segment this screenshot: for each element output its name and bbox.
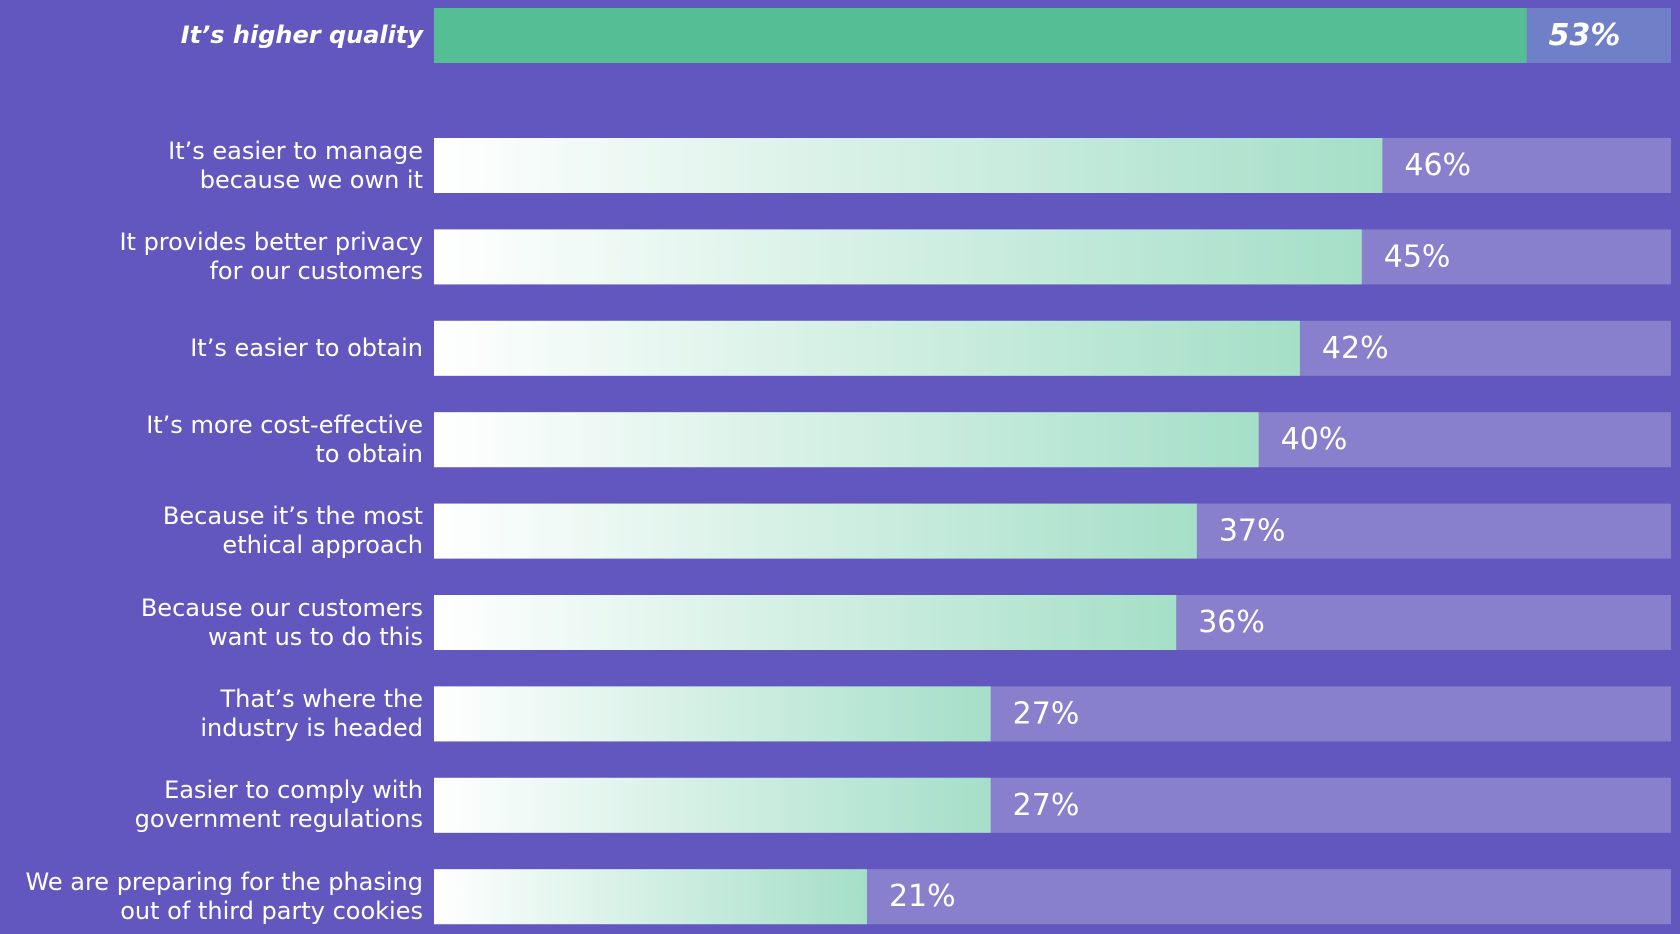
value-label: 36%	[1198, 605, 1265, 640]
bar	[434, 869, 867, 925]
category-label: Because our customers want us to do this	[140, 593, 423, 651]
bar	[434, 138, 1383, 193]
category-label: It’s more cost-effective to obtain	[146, 410, 423, 468]
bar	[434, 8, 1527, 63]
category-label: It’s easier to manage because we own it	[168, 136, 423, 194]
bar	[434, 686, 991, 742]
value-label: 27%	[1013, 788, 1080, 823]
value-label: 40%	[1281, 422, 1348, 457]
value-label: 53%	[1549, 18, 1621, 53]
bar	[434, 412, 1259, 468]
category-label: It provides better privacy for our custo…	[119, 227, 423, 285]
bar	[434, 595, 1177, 650]
bar	[434, 503, 1197, 559]
bar	[434, 777, 991, 833]
value-label: 46%	[1404, 148, 1471, 183]
category-label: We are preparing for the phasing out of …	[25, 867, 423, 925]
category-label: It’s easier to obtain	[190, 333, 423, 362]
value-label: 45%	[1384, 239, 1451, 274]
bar	[434, 229, 1362, 285]
value-label: 27%	[1013, 696, 1080, 731]
bar	[434, 320, 1300, 376]
value-label: 42%	[1322, 331, 1389, 366]
category-label: It’s higher quality	[180, 21, 423, 49]
value-label: 37%	[1219, 514, 1286, 549]
category-label: Because it’s the most ethical approach	[162, 502, 423, 560]
category-label: That’s where the industry is headed	[200, 684, 423, 742]
value-label: 21%	[889, 879, 956, 914]
category-label: Easier to comply with government regulat…	[134, 776, 423, 834]
